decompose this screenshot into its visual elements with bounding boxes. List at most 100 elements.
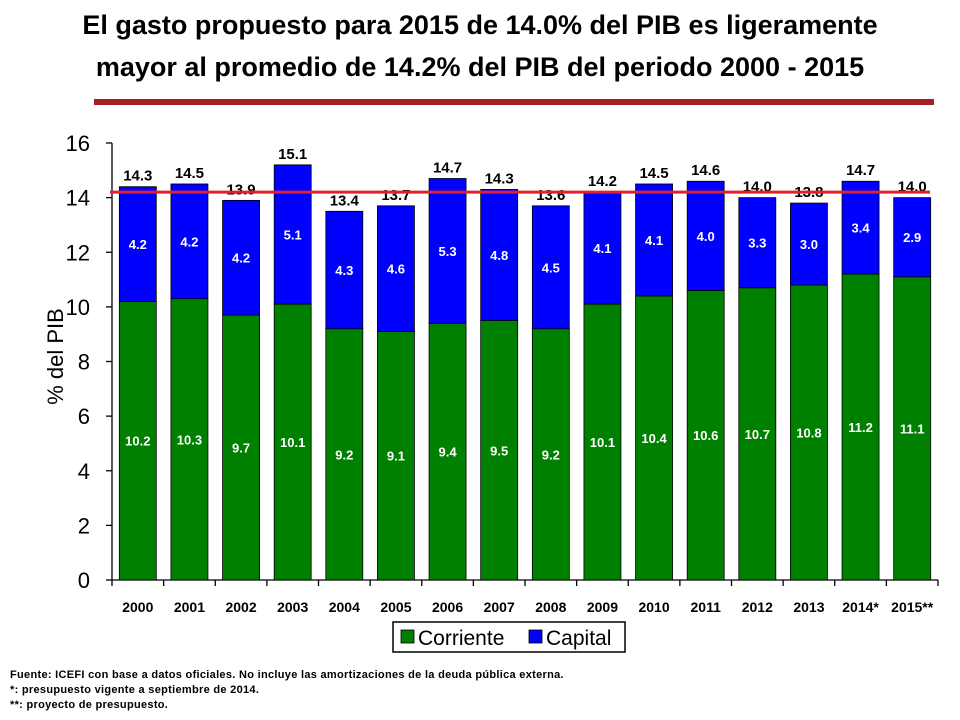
corriente-value-label: 10.1 — [590, 435, 615, 450]
bar-corriente — [222, 314, 260, 581]
bar-capital — [273, 164, 312, 305]
total-value-label: 13.9 — [226, 181, 255, 198]
bar-capital — [170, 183, 209, 300]
capital-value-label: 4.2 — [232, 251, 250, 266]
footnote-2014: *: presupuesto vigente a septiembre de 2… — [10, 684, 260, 696]
y-tick-label: 6 — [78, 404, 90, 429]
total-value-label: 14.3 — [485, 170, 514, 187]
corriente-value-label: 11.1 — [900, 421, 925, 436]
x-tick-label: 2014* — [842, 599, 879, 615]
capital-value-label: 3.4 — [852, 221, 871, 236]
capital-value-label: 5.1 — [284, 227, 302, 242]
x-tick-label: 2004 — [329, 599, 360, 615]
corriente-value-label: 9.2 — [335, 447, 353, 462]
total-value-label: 14.5 — [639, 165, 668, 182]
bar-corriente — [841, 273, 880, 581]
total-value-label: 13.7 — [381, 187, 410, 204]
capital-value-label: 4.1 — [645, 233, 663, 248]
legend-swatch-corriente — [400, 629, 415, 644]
y-tick-label: 14 — [66, 186, 90, 211]
capital-value-label: 4.6 — [387, 262, 405, 277]
capital-value-label: 4.2 — [180, 234, 198, 249]
bar-corriente — [790, 284, 828, 581]
corriente-value-label: 10.6 — [693, 428, 718, 443]
bar-corriente — [583, 303, 622, 581]
corriente-value-label: 10.7 — [745, 427, 770, 442]
title-line-2: mayor al promedio de 14.2% del PIB del p… — [95, 52, 865, 82]
bar-corriente — [531, 328, 570, 581]
capital-value-label: 4.3 — [335, 263, 353, 278]
legend-box — [392, 621, 626, 653]
corriente-value-label: 10.2 — [125, 434, 150, 449]
x-tick-label: 2015** — [891, 599, 934, 615]
bar-corriente — [377, 331, 415, 581]
y-tick-label: 4 — [78, 459, 90, 484]
bar-capital — [841, 180, 880, 275]
bar-capital — [531, 205, 570, 330]
x-tick-label: 2012 — [742, 599, 773, 615]
corriente-value-label: 10.1 — [280, 435, 305, 450]
total-value-label: 14.6 — [691, 162, 720, 179]
legend-label-capital: Capital — [546, 627, 611, 650]
bar-corriente — [325, 328, 364, 581]
bar-capital — [118, 186, 157, 302]
y-axis-title: % del PIB — [43, 308, 68, 405]
x-tick-label: 2006 — [432, 599, 463, 615]
total-value-label: 13.6 — [536, 187, 565, 204]
total-value-label: 14.2 — [588, 173, 617, 190]
y-tick-label: 12 — [66, 240, 90, 265]
bar-capital — [635, 183, 673, 297]
bar-capital — [686, 180, 725, 291]
footnote-source: Fuente: ICEFI con base a datos oficiales… — [10, 669, 564, 681]
corriente-value-label: 9.5 — [490, 443, 508, 458]
corriente-value-label: 9.1 — [387, 449, 405, 464]
total-value-label: 14.7 — [433, 160, 462, 177]
bar-capital — [428, 178, 467, 324]
x-tick-label: 2003 — [277, 599, 308, 615]
bar-capital — [377, 205, 415, 332]
x-tick-label: 2001 — [174, 599, 205, 615]
capital-value-label: 3.0 — [800, 237, 818, 252]
x-tick-label: 2008 — [535, 599, 566, 615]
x-tick-label: 2005 — [380, 599, 411, 615]
x-tick-label: 2007 — [484, 599, 515, 615]
bar-corriente — [118, 301, 157, 581]
footnote-2015: **: proyecto de presupuesto. — [10, 699, 169, 711]
capital-value-label: 5.3 — [439, 244, 457, 259]
bar-corriente — [428, 322, 467, 581]
corriente-value-label: 10.4 — [641, 431, 667, 446]
corriente-value-label: 9.4 — [439, 445, 458, 460]
legend-label-corriente: Corriente — [418, 627, 504, 650]
corriente-value-label: 9.7 — [232, 441, 250, 456]
chart-title: El gasto propuesto para 2015 de 14.0% de… — [0, 4, 960, 88]
title-line-1: El gasto propuesto para 2015 de 14.0% de… — [82, 10, 878, 40]
x-tick-label: 2002 — [225, 599, 256, 615]
x-tick-label: 2011 — [691, 599, 722, 615]
bar-corriente — [893, 276, 932, 581]
y-tick-label: 8 — [78, 350, 90, 375]
bar-capital — [790, 202, 828, 286]
bar-capital — [893, 197, 932, 278]
corriente-value-label: 9.2 — [542, 447, 560, 462]
bar-corriente — [635, 295, 673, 581]
capital-value-label: 3.3 — [748, 236, 766, 251]
bar-capital — [480, 189, 519, 321]
total-value-label: 13.4 — [330, 192, 360, 209]
corriente-value-label: 10.3 — [177, 432, 202, 447]
bar-capital — [325, 210, 364, 330]
capital-value-label: 4.8 — [490, 248, 508, 263]
y-tick-label: 10 — [66, 295, 90, 320]
footnotes: Fuente: ICEFI con base a datos oficiales… — [10, 668, 564, 713]
total-value-label: 14.5 — [175, 165, 204, 182]
bar-capital — [738, 197, 777, 289]
bar-corriente — [686, 290, 725, 581]
legend-swatch-capital — [528, 629, 543, 644]
capital-value-label: 4.2 — [129, 237, 147, 252]
total-value-label: 14.7 — [846, 162, 875, 179]
capital-value-label: 4.5 — [542, 260, 560, 275]
x-tick-label: 2013 — [793, 599, 824, 615]
capital-value-label: 4.1 — [593, 241, 611, 256]
y-tick-label: 2 — [78, 513, 90, 538]
capital-value-label: 4.0 — [697, 229, 715, 244]
